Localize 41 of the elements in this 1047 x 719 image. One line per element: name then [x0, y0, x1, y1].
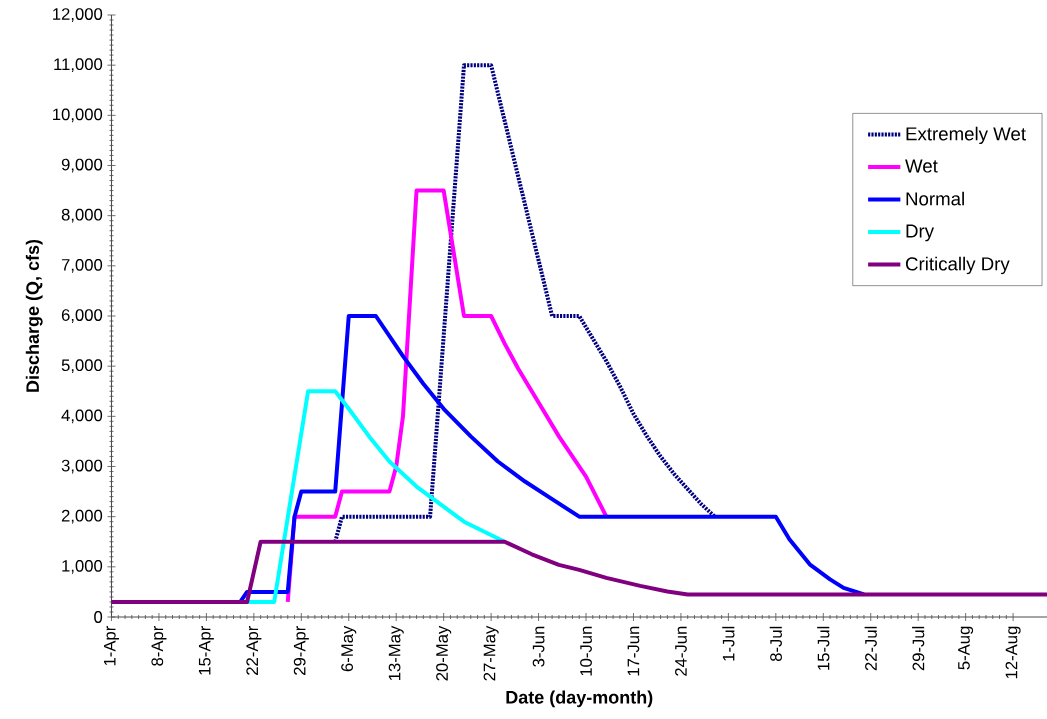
- x-tick-label: 1-Apr: [104, 626, 119, 666]
- legend-label: Normal: [906, 191, 964, 206]
- y-tick-label: 8,000: [61, 208, 103, 223]
- x-tick-label: 10-Jun: [580, 626, 592, 676]
- y-tick-label: 0: [94, 611, 103, 623]
- x-tick-label: 13-May: [388, 625, 404, 681]
- x-tick-label: 15-Jul: [817, 626, 830, 670]
- y-tick-label: 4,000: [61, 409, 103, 424]
- x-tick-label: 22-Apr: [246, 626, 262, 675]
- x-tick-label: 5-Aug: [958, 626, 974, 670]
- y-tick-label: 5,000: [61, 359, 103, 374]
- x-axis-title: Date (day-month): [506, 690, 653, 708]
- y-tick-label: 7,000: [61, 258, 103, 273]
- x-tick-label: 22-Jul: [864, 626, 877, 671]
- y-tick-label: 2,000: [61, 509, 103, 524]
- x-tick-label: 6-May: [341, 625, 357, 672]
- legend-label: Wet: [905, 159, 938, 173]
- legend-label: Critically Dry: [905, 256, 1010, 275]
- x-tick-label: 8-Apr: [151, 626, 167, 666]
- y-tick-label: 6,000: [61, 309, 103, 323]
- x-tick-label: 27-May: [483, 625, 499, 681]
- x-tick-label: 29-Jul: [912, 626, 925, 671]
- legend-label: Dry: [906, 224, 935, 242]
- x-tick-label: 3-Jun: [532, 626, 545, 667]
- x-tick-label: 24-Jun: [675, 626, 687, 676]
- y-tick-label: 12,000: [53, 8, 103, 22]
- y-tick-label: 1,000: [62, 559, 103, 574]
- y-tick-label: 9,000: [61, 158, 103, 173]
- line-series: [109, 539, 1047, 604]
- y-tick-label: 11,000: [54, 58, 103, 73]
- x-tick-label: 20-May: [436, 625, 452, 681]
- x-tick-label: 1-Jul: [722, 626, 735, 661]
- x-tick-label: 17-Jun: [627, 626, 640, 676]
- x-tick-label: 12-Aug: [1005, 626, 1021, 679]
- x-tick-label: 15-Apr: [198, 626, 214, 675]
- y-tick-label: 3,000: [61, 459, 103, 474]
- x-tick-label: 8-Jul: [769, 626, 782, 662]
- legend-label: Extremely Wet: [906, 126, 1026, 145]
- y-axis-title: Discharge (Q, cfs): [25, 239, 43, 392]
- y-tick-label: 10,000: [53, 108, 103, 123]
- x-tick-label: 29-Apr: [293, 626, 309, 675]
